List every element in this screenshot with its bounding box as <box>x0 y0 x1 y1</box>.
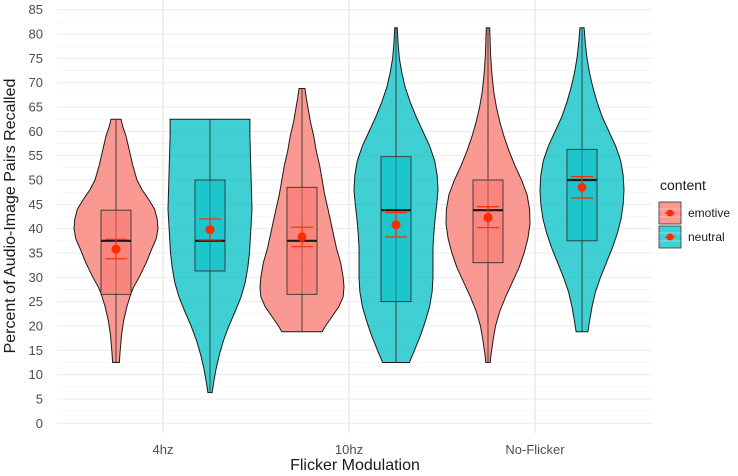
y-tick-label: 50 <box>29 173 43 188</box>
y-tick-label: 5 <box>36 391 43 406</box>
x-axis-ticks: 4hz 10hz No-Flicker <box>153 442 566 457</box>
legend-label: neutral <box>688 230 725 244</box>
y-tick-label: 40 <box>29 221 43 236</box>
mean-point <box>483 212 493 222</box>
y-tick-label: 0 <box>36 416 43 431</box>
y-tick-label: 80 <box>29 27 43 42</box>
y-tick-label: 65 <box>29 100 43 115</box>
y-tick-label: 35 <box>29 245 43 260</box>
y-tick-label: 85 <box>29 2 43 17</box>
y-axis-ticks: 0 5 10 15 20 25 30 35 40 45 50 55 60 65 70 75 80 85 <box>29 2 43 431</box>
y-tick-label: 20 <box>29 318 43 333</box>
mean-point <box>391 220 401 230</box>
legend-label: emotive <box>688 206 730 220</box>
mean-point <box>111 244 121 254</box>
y-tick-label: 30 <box>29 270 43 285</box>
x-axis-title: Flicker Modulation <box>290 457 420 474</box>
y-axis-title: Percent of Audio-Image Pairs Recalled <box>2 79 19 354</box>
y-tick-label: 70 <box>29 75 43 90</box>
legend-key-point <box>666 233 674 241</box>
legend: content emotive neutral <box>658 177 730 249</box>
x-tick-label: 4hz <box>153 442 174 457</box>
y-tick-label: 60 <box>29 124 43 139</box>
legend-title: content <box>660 177 706 193</box>
y-tick-label: 55 <box>29 148 43 163</box>
x-tick-label: No-Flicker <box>505 442 565 457</box>
x-tick-label: 10hz <box>335 442 363 457</box>
y-tick-label: 45 <box>29 197 43 212</box>
mean-point <box>297 232 307 242</box>
y-tick-label: 75 <box>29 51 43 66</box>
y-tick-label: 15 <box>29 343 43 358</box>
y-tick-label: 10 <box>29 367 43 382</box>
violins <box>73 27 625 394</box>
y-tick-label: 25 <box>29 294 43 309</box>
mean-point <box>205 225 215 235</box>
legend-key-point <box>666 209 674 217</box>
mean-point <box>577 182 587 192</box>
